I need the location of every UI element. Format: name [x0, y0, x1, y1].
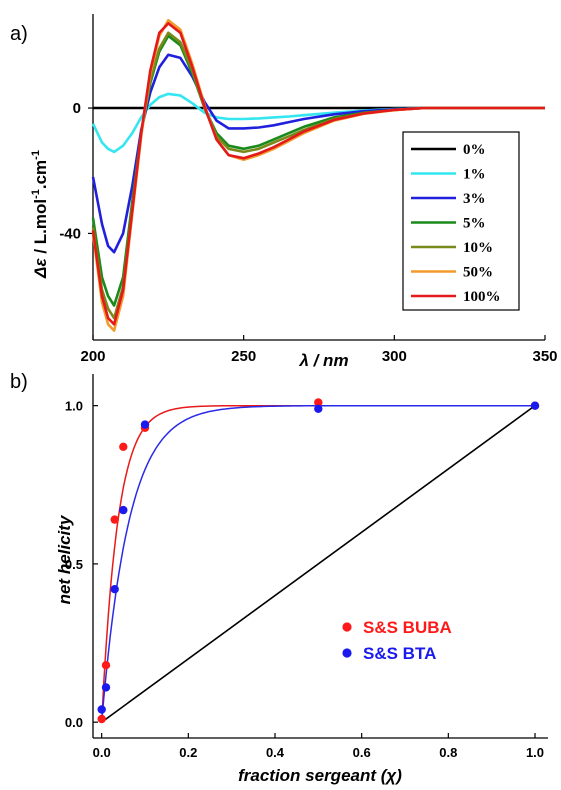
panel-b-data-point [530, 401, 540, 410]
panel-b-x-tick-label: 1.0 [526, 745, 544, 760]
panel-b-x-tick-label: 0.8 [439, 745, 457, 760]
panel-b-legend-label: S&S BUBA [363, 618, 452, 637]
panel-a-legend-label: 5% [463, 216, 486, 232]
panel-a-x-ticks: 200 250 300 350 [80, 335, 558, 365]
panel-b-data-point [110, 585, 119, 594]
panel-a-y-ticks: 0 -40 [59, 100, 93, 242]
panel-b-y-axis-title: net helicity [55, 514, 74, 604]
panel-b-data-point [119, 442, 128, 451]
panel-a-x-tick-label: 300 [382, 348, 407, 365]
panel-a-legend-label: 3% [463, 191, 486, 207]
panel-a-legend-label: 100% [463, 289, 501, 305]
panel-a-y-tick-label: -40 [59, 225, 81, 242]
panel-a-legend-box [402, 131, 520, 311]
panel-a-legend: 0% 1% 3% 5% 10% 50% 100% [402, 131, 520, 311]
panel-b-x-tick-label: 0.0 [93, 745, 111, 760]
panel-b-y-tick-label: 1.0 [65, 399, 83, 414]
panel-b-data-point [119, 505, 128, 515]
panel-a-label: a) [10, 23, 28, 45]
panel-a-series-line [91, 22, 545, 326]
panel-a-legend-label: 50% [463, 265, 493, 281]
panel-b-data-point [97, 705, 106, 714]
panel-b-x-tick-label: 0.2 [179, 745, 197, 760]
panel-b-y-ticks: 0.0 0.5 1.0 [65, 399, 98, 730]
panel-b-label: b) [10, 371, 28, 393]
panel-b-reference-line [101, 405, 536, 723]
panel-a-legend-label: 0% [463, 142, 486, 158]
panel-b-legend-marker [342, 622, 352, 632]
panel-a-x-axis-title: λ / nm [298, 351, 348, 370]
panel-b-data-point [140, 420, 150, 429]
panel-b-data-point [314, 404, 323, 413]
panel-a-legend-label: 1% [463, 167, 486, 183]
panel-b-chart: 0.0 0.2 0.4 0.6 0.8 1.0 0.0 0.5 1.0 net helicit… [55, 374, 548, 785]
panel-b-points [97, 398, 540, 724]
panel-b-data-point [101, 683, 111, 692]
panel-b-y-tick-label: 0.0 [65, 715, 83, 730]
panel-b-x-tick-label: 0.4 [266, 745, 285, 760]
panel-b-x-axis-title: fraction sergeant (χ) [238, 766, 402, 785]
panel-b-data-point [110, 515, 119, 524]
panel-a-series [91, 19, 545, 332]
panel-a-x-tick-label: 350 [532, 348, 557, 365]
panel-b-data-point [97, 714, 106, 724]
panel-a-chart: 200 250 300 350 0 -40 Δε / L.mol-1.cm-1 λ / … [30, 14, 558, 370]
panel-a-y-axis-title: Δε / L.mol-1.cm-1 [30, 150, 50, 279]
panel-b-data-point [101, 661, 111, 670]
panel-a-x-tick-label: 250 [231, 348, 256, 365]
panel-b-data-point [314, 398, 323, 407]
panel-b-y-tick-label: 0.5 [65, 557, 83, 572]
panel-b-legend-marker [342, 648, 352, 658]
panel-a-x-tick-label: 200 [80, 348, 105, 365]
panel-b-x-ticks: 0.0 0.2 0.4 0.6 0.8 1.0 [93, 733, 544, 760]
panel-b-legend: S&S BUBA S&S BTA [342, 618, 452, 663]
panel-a-legend-label: 10% [463, 240, 493, 256]
panel-b-legend-label: S&S BTA [363, 644, 436, 663]
panel-a-y-tick-label: 0 [73, 100, 81, 117]
panel-b-diagonal-line [101, 405, 536, 723]
panel-b-x-tick-label: 0.6 [353, 745, 371, 760]
